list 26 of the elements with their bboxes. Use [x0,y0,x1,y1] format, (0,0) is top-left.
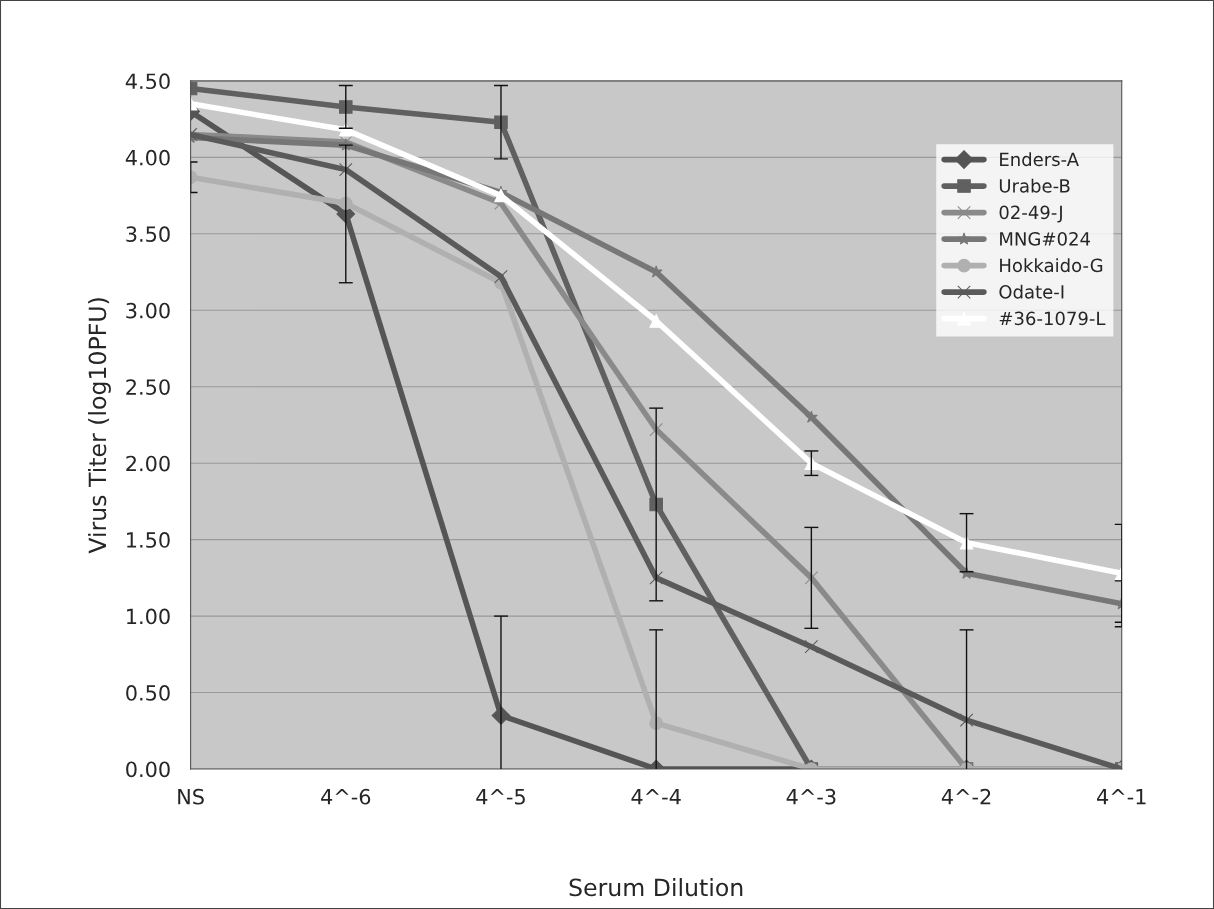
x-tick-label: NS [178,788,204,805]
legend-label: #36-1079-L [999,311,1106,326]
y-tick-label: 4.50 [125,73,170,90]
y-tick-label: 4.00 [125,149,170,166]
x-tick-label: 4^-4 [631,789,681,805]
y-tick-label: 2.50 [126,379,170,395]
y-tick-label: 3.50 [126,226,170,243]
x-tick-label: 4^-3 [786,788,836,805]
y-tick-label: 0.00 [126,761,170,778]
y-axis-title: Virus Titer (log10PFU) [88,298,111,554]
legend-label: MNG#024 [1000,232,1090,246]
y-tick-label: 0.50 [126,685,170,701]
legend-label: Odate-I [999,284,1064,299]
legend-label: Urabe-B [999,178,1070,193]
y-tick-label: 2.00 [126,455,170,472]
y-tick-label: 3.00 [126,302,170,319]
x-tick-label: 4^-5 [476,789,525,805]
x-tick-label: 4^-1 [1097,789,1146,805]
x-axis-title: Serum Dilution [569,878,743,897]
legend-label: 02-49-J [999,205,1062,223]
legend-label: Enders-A [1000,152,1079,167]
legend-label: Hokkaido-G [1000,258,1103,273]
x-tick-label: 4^-2 [941,788,991,805]
y-tick-label: 1.00 [127,608,170,625]
y-tick-label: 1.50 [127,532,170,548]
x-tick-label: 4^-6 [321,788,371,805]
